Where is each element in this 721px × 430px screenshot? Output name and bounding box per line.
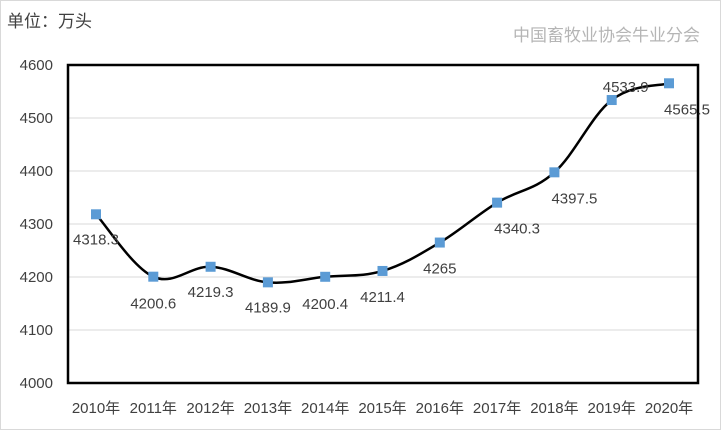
x-tick-label: 2010年: [72, 400, 120, 417]
x-tick-label: 2011年: [130, 400, 177, 417]
data-point: [262, 277, 273, 288]
data-point: [664, 78, 674, 89]
y-tick-label: 4500: [20, 110, 53, 127]
data-label: 4189.9: [245, 299, 291, 316]
series-line: [95, 82, 670, 284]
x-tick-label: 2020年: [645, 400, 693, 417]
data-label: 4397.5: [551, 190, 597, 207]
x-tick-label: 2016年: [416, 400, 464, 417]
data-label: 4565.5: [664, 101, 710, 118]
data-point: [434, 237, 445, 248]
watermark: 中国畜牧业协会牛业分会: [513, 26, 700, 46]
data-label: 4200.6: [130, 296, 176, 313]
data-label: 4533.9: [603, 79, 649, 96]
data-point: [377, 265, 388, 276]
data-label: 4211.4: [360, 289, 405, 306]
y-tick-label: 4100: [20, 322, 53, 339]
data-point: [91, 209, 101, 220]
data-point: [549, 167, 560, 178]
x-tick-label: 2012年: [186, 400, 234, 417]
data-label: 4219.3: [188, 284, 234, 301]
y-tick-label: 4300: [20, 216, 53, 233]
y-tick-label: 4000: [20, 375, 53, 392]
data-label: 4340.3: [494, 221, 540, 238]
data-label: 4200.4: [302, 296, 348, 313]
y-tick-label: 4400: [20, 163, 53, 180]
y-tick-label: 4200: [20, 269, 53, 286]
data-point: [492, 197, 503, 208]
data-point: [606, 95, 617, 106]
data-point: [148, 271, 159, 282]
x-tick-label: 2014年: [301, 400, 349, 417]
data-point: [205, 261, 216, 272]
unit-label: 单位：万头: [7, 12, 92, 32]
data-label: 4318.3: [73, 231, 119, 248]
x-tick-label: 2019年: [588, 400, 636, 417]
plot-border: [66, 63, 700, 385]
data-point: [320, 271, 331, 282]
y-tick-label: 4600: [20, 57, 53, 74]
x-tick-label: 2017年: [473, 400, 521, 417]
x-tick-label: 2015年: [358, 400, 406, 417]
data-label: 4265: [423, 261, 456, 278]
x-tick-label: 2018年: [530, 400, 578, 417]
x-tick-label: 2013年: [244, 400, 292, 417]
